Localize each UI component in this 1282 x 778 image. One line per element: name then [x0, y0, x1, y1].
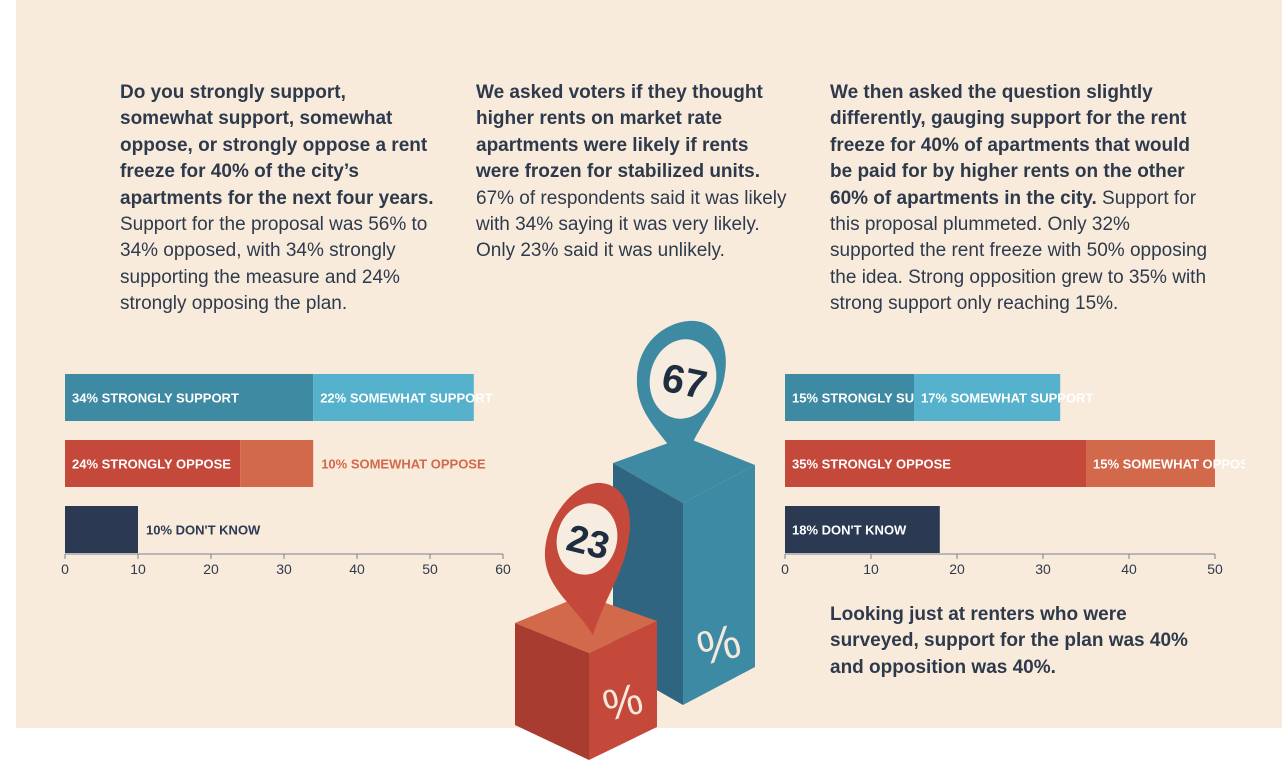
chart2-tick-label-1: 10	[863, 561, 879, 577]
chart2-bar-0	[785, 374, 914, 421]
renters-note: Looking just at renters who were surveye…	[830, 604, 1188, 678]
text-column-1: Do you strongly support, somewhat suppor…	[120, 80, 440, 318]
chart1-tick-label-0: 0	[61, 561, 69, 577]
chart1-tick-label-6: 60	[495, 561, 511, 577]
chart2-tick-label-0: 0	[781, 561, 789, 577]
small-pin-number: 23	[562, 517, 613, 568]
chart1-bar-label-4: 10% DON'T KNOW	[146, 523, 261, 538]
column-1-bold: Do you strongly support, somewhat suppor…	[120, 82, 434, 209]
chart1-bar-2	[65, 440, 241, 487]
chart1-bar-0	[65, 374, 314, 421]
chart-left: 34% STRONGLY SUPPORT 22% SOMEWHAT SUPPORT…	[61, 374, 511, 577]
big-pin-disc	[649, 339, 717, 419]
chart2-bar-4	[785, 506, 940, 553]
chart1-tick-label-4: 40	[349, 561, 365, 577]
chart2-bar-1	[914, 374, 1061, 421]
text-column-3: We then asked the question slightly diff…	[830, 80, 1210, 318]
tall-box-top	[613, 437, 755, 503]
percent-boxes-illustration: % 67 % 23	[515, 320, 755, 760]
chart2-tick-label-3: 30	[1035, 561, 1051, 577]
chart1-tick-label-3: 30	[276, 561, 292, 577]
chart2-bar-2	[785, 440, 1086, 487]
chart1-bar-4	[65, 506, 138, 553]
column-3-bold: We then asked the question slightly diff…	[830, 82, 1191, 209]
chart1-bar-label-3: 10% SOMEWHAT OPPOSE	[321, 457, 486, 472]
text-column-2: We asked voters if they thought higher r…	[476, 80, 796, 265]
chart1-bar-label-1: 22% SOMEWHAT SUPPORT	[320, 391, 492, 406]
chart1-tick-label-2: 20	[203, 561, 219, 577]
chart2-bar-label-2: 35% STRONGLY OPPOSE	[792, 457, 951, 472]
chart2-bar-3	[1086, 440, 1215, 487]
chart1-bar-1	[313, 374, 474, 421]
chart1-bar-label-2: 24% STRONGLY OPPOSE	[72, 457, 231, 472]
small-pin-disc	[556, 503, 618, 575]
chart2-bar-label-1: 17% SOMEWHAT SUPPORT	[921, 391, 1093, 406]
chart1-bar-3	[240, 440, 314, 487]
chart1-tick-label-5: 50	[422, 561, 438, 577]
tall-box-right	[683, 465, 755, 705]
chart2-tick-label-5: 50	[1207, 561, 1223, 577]
column-3-text: Support for this proposal plummeted. Onl…	[830, 187, 1208, 315]
chart2-tick-label-4: 40	[1121, 561, 1137, 577]
chart2-tick-label-2: 20	[949, 561, 965, 577]
chart2-bar-label-3: 15% SOMEWHAT OPPOSE	[1093, 457, 1245, 472]
small-box-left	[515, 623, 589, 760]
chart2-bar-label-4: 18% DON'T KNOW	[792, 523, 907, 538]
big-pin-number: 67	[658, 356, 711, 408]
small-box-right	[589, 621, 657, 760]
chart1-tick-label-1: 10	[130, 561, 146, 577]
column-1-text: Support for the proposal was 56% to 34% …	[120, 214, 428, 315]
chart1-bar-label-0: 34% STRONGLY SUPPORT	[72, 391, 239, 406]
column-2-bold: We asked voters if they thought higher r…	[476, 82, 763, 183]
column-2-text: 67% of respondents said it was likely wi…	[476, 187, 787, 262]
